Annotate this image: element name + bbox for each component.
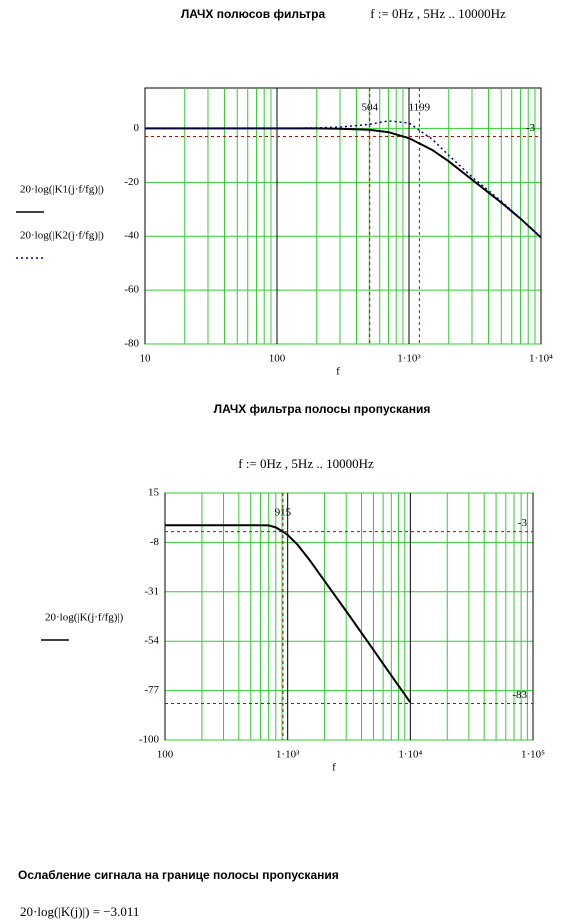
x-tick-label: 1·10⁴ <box>398 749 422 761</box>
y-tick-label: -20 <box>124 176 139 188</box>
x-axis-label: f <box>336 366 340 378</box>
y-tick-label: -80 <box>124 338 139 350</box>
y-tick-label: -8 <box>150 536 160 548</box>
y-tick-label: 15 <box>148 487 160 499</box>
formula: f := 0Hz , 5Hz .. 10000Hz <box>238 456 374 471</box>
x-axis-label: f <box>332 762 336 774</box>
x-tick-label: 100 <box>269 353 286 365</box>
x-marker-label: 1199 <box>409 102 431 114</box>
y-tick-label: -77 <box>144 684 159 696</box>
formula: f := 0Hz , 5Hz .. 10000Hz <box>370 6 506 21</box>
footer-result: 20·log(|K(j)|) = −3.011 <box>20 904 139 919</box>
x-tick-label: 1·10³ <box>276 749 300 761</box>
y-marker-label: -3 <box>526 122 536 134</box>
y-tick-label: -100 <box>139 734 160 746</box>
plot-area <box>144 87 542 345</box>
y-tick-label: -60 <box>124 284 139 296</box>
y-marker-label: -3 <box>518 517 528 529</box>
chart-title: ЛАЧХ фильтра полосы пропускания <box>214 402 431 416</box>
chart-title: ЛАЧХ полюсов фильтра <box>181 7 326 21</box>
series-line <box>165 524 412 703</box>
y-tick-label: 0 <box>134 122 140 134</box>
x-tick-label: 1·10⁴ <box>529 353 553 365</box>
y-marker-label: -83 <box>512 689 527 701</box>
x-tick-label: 1·10⁵ <box>521 749 545 761</box>
x-marker-label: 915 <box>275 507 292 519</box>
legend-label: 20·log(|K(j·f/fg)|) <box>45 612 124 624</box>
legend-label: 20·log(|K2(j·f/fg)|) <box>20 230 104 242</box>
series-line <box>145 120 542 239</box>
legend-label: 20·log(|K1(j·f/fg)|) <box>20 184 104 196</box>
x-tick-label: 1·10³ <box>397 353 421 365</box>
y-tick-label: -40 <box>124 230 139 242</box>
x-marker-label: 504 <box>361 102 378 114</box>
footer-heading: Ослабление сигнала на границе полосы про… <box>18 868 339 882</box>
y-tick-label: -54 <box>144 635 159 647</box>
x-tick-label: 100 <box>157 749 174 761</box>
y-tick-label: -31 <box>144 585 159 597</box>
x-tick-label: 10 <box>140 353 152 365</box>
